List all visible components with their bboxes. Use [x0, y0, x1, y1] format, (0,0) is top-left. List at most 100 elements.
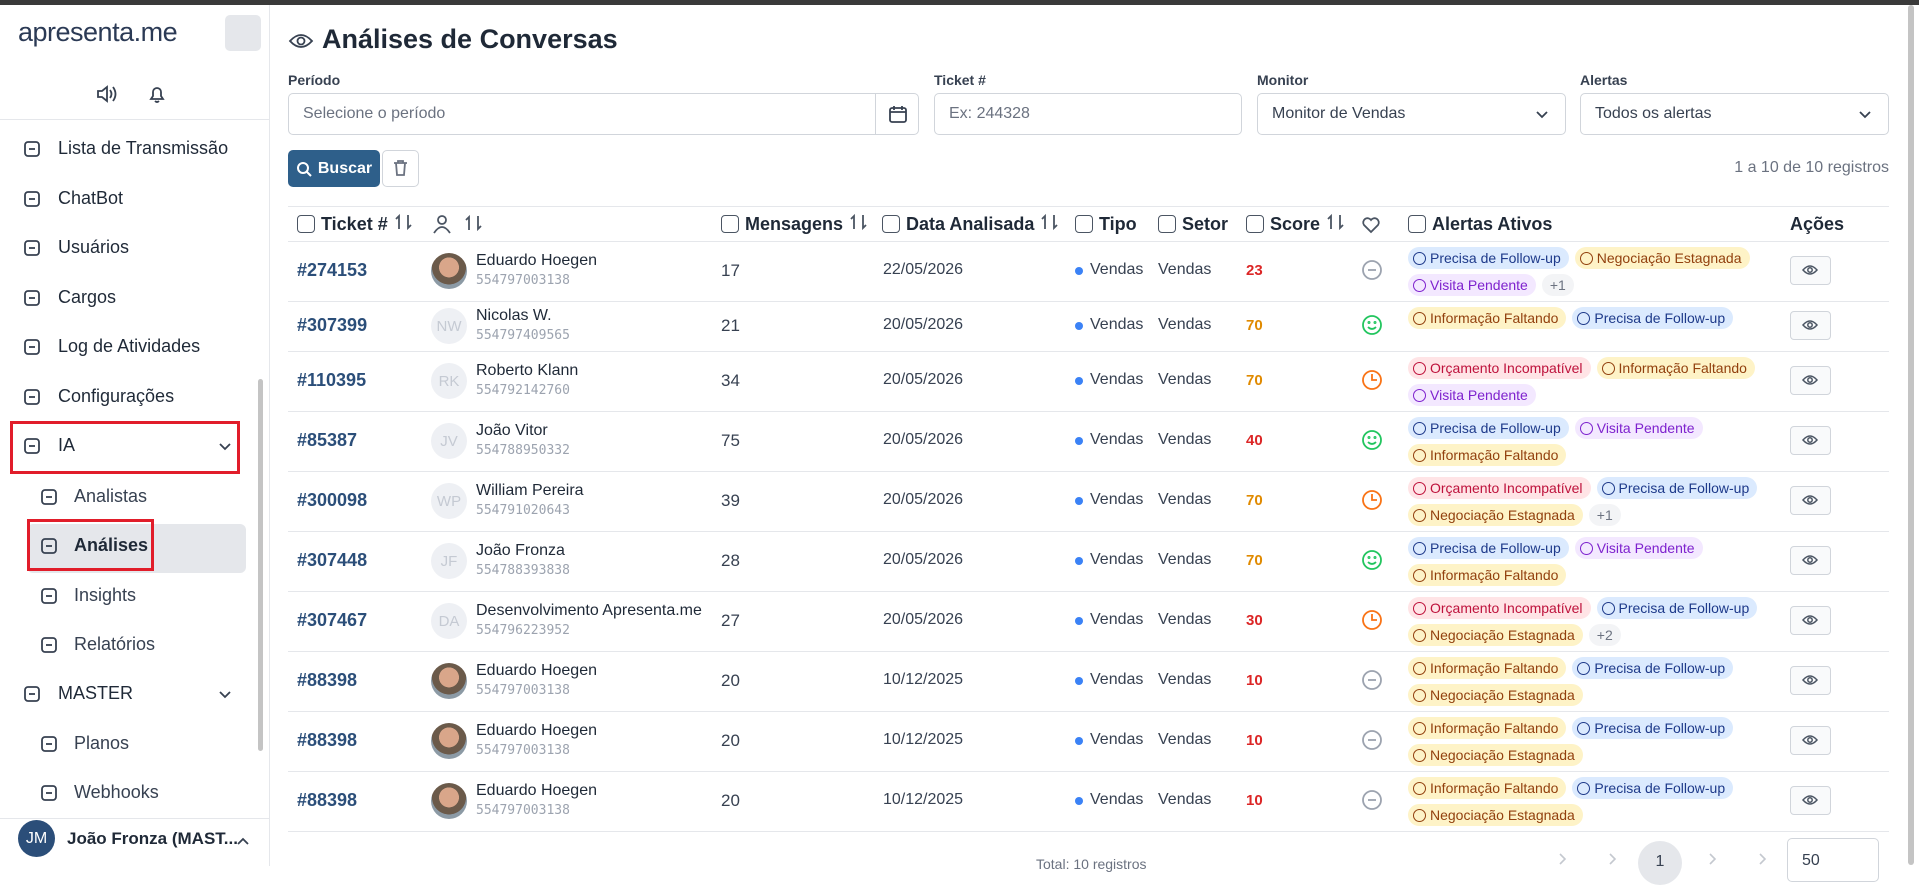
chip-icon — [1413, 421, 1426, 435]
ticket-link[interactable]: #300098 — [297, 490, 368, 510]
total-records: Total: 10 registros — [1036, 856, 1147, 872]
view-button[interactable] — [1790, 546, 1831, 575]
alert-text: Negociação Estagnada — [1430, 507, 1575, 523]
chip-icon — [1601, 481, 1615, 495]
search-button[interactable]: Buscar — [288, 150, 380, 187]
type: Vendas — [1090, 431, 1144, 448]
column-header[interactable]: Mensagens — [721, 211, 869, 237]
bell-icon[interactable] — [146, 83, 168, 105]
eye-icon — [288, 34, 314, 48]
more-chip: +1 — [1588, 504, 1621, 526]
column-header[interactable]: Data Analisada — [882, 211, 1060, 237]
column-header[interactable]: Ações — [1790, 211, 1844, 237]
messages: 20 — [721, 791, 740, 810]
view-button[interactable] — [1790, 786, 1831, 815]
submenu-item[interactable]: Planos — [74, 733, 130, 753]
submenu-item[interactable]: Webhooks — [74, 782, 159, 802]
ticket-link[interactable]: #88398 — [297, 790, 358, 810]
column-header[interactable]: Score — [1246, 211, 1346, 237]
icon — [21, 683, 43, 710]
row-divider — [288, 411, 1889, 412]
contact-phone: 554797003138 — [476, 683, 570, 698]
header-text: Data Analisada — [906, 213, 1035, 234]
filter-input[interactable]: Selecione o período — [288, 93, 919, 135]
alert-chip: Orçamento Incompatível — [1408, 357, 1591, 379]
page-size[interactable]: 50 — [1787, 838, 1879, 882]
view-button[interactable] — [1790, 256, 1831, 285]
sector: Vendas — [1158, 671, 1212, 688]
submenu-item[interactable]: Insights — [74, 585, 137, 605]
alerts: Orçamento Incompatível Precisa de Follow-… — [1408, 477, 1788, 531]
chip-icon — [1601, 361, 1615, 375]
logo[interactable]: apresenta.me — [18, 17, 178, 47]
view-button[interactable] — [1790, 311, 1831, 340]
ticket-link[interactable]: #85387 — [297, 430, 358, 450]
ticket-link[interactable]: #274153 — [297, 260, 368, 280]
submenu-item[interactable]: Relatórios — [74, 634, 156, 654]
alert-text: Visita Pendente — [1430, 387, 1528, 403]
view-button[interactable] — [1790, 366, 1831, 395]
icon — [214, 435, 236, 462]
messages: 20 — [721, 731, 740, 750]
view-button[interactable] — [1790, 486, 1831, 515]
menu-item[interactable]: Usuários — [58, 237, 130, 257]
column-header[interactable]: Setor — [1158, 211, 1228, 237]
header-text: Ticket # — [321, 213, 388, 234]
sound-icon[interactable] — [95, 83, 117, 105]
icon — [1531, 103, 1553, 130]
page-scrollbar — [1908, 5, 1914, 865]
alert-text: Orçamento Incompatível — [1430, 480, 1583, 496]
view-button[interactable] — [1790, 426, 1831, 455]
menu-item[interactable]: Cargos — [58, 287, 117, 307]
ticket-link[interactable]: #88398 — [297, 670, 358, 690]
ticket-link[interactable]: #307448 — [297, 550, 368, 570]
current-page[interactable]: 1 — [1638, 841, 1682, 885]
calendar-button[interactable] — [875, 94, 920, 134]
ticket-link[interactable]: #88398 — [297, 730, 358, 750]
submenu-item[interactable]: Analistas — [74, 486, 148, 506]
menu-item[interactable]: Configurações — [58, 386, 175, 406]
alerts: Orçamento Incompatível Informação Faltand… — [1408, 357, 1788, 411]
user-name[interactable]: João Fronza (MAST... — [67, 829, 238, 848]
menu-item[interactable]: ChatBot — [58, 188, 124, 208]
column-header[interactable]: Alertas Ativos — [1408, 211, 1552, 237]
filter-input[interactable]: Todos os alertas — [1580, 93, 1889, 135]
menu-item[interactable]: IA — [58, 435, 76, 455]
ticket-link[interactable]: #307467 — [297, 610, 368, 630]
pager-button[interactable] — [1753, 852, 1773, 872]
alert-chip: Informação Faltando — [1408, 564, 1567, 586]
score: 10 — [1246, 732, 1263, 749]
view-button[interactable] — [1790, 666, 1831, 695]
menu-item[interactable]: Lista de Transmissão — [58, 138, 229, 158]
alert-chip: Informação Faltando — [1408, 717, 1567, 739]
menu-item[interactable]: Log de Atividades — [58, 336, 201, 356]
alert-chip: Informação Faltando — [1596, 357, 1755, 379]
column-header[interactable]: Ticket # — [297, 211, 414, 237]
submenu-item[interactable]: Análises — [74, 535, 149, 555]
view-button[interactable] — [1790, 726, 1831, 755]
pager-button[interactable] — [1553, 852, 1573, 872]
alert-chip: Negociação Estagnada — [1574, 247, 1750, 269]
date: 10/12/2025 — [883, 671, 964, 688]
chip-icon — [1413, 311, 1426, 325]
user-avatar[interactable]: JM — [18, 820, 55, 857]
sort-icon — [394, 213, 414, 236]
avatar: WP — [431, 483, 467, 519]
ticket-link[interactable]: #307399 — [297, 315, 368, 335]
score: 10 — [1246, 792, 1263, 809]
filter-input[interactable]: Ex: 244328 — [934, 93, 1242, 135]
chip-icon — [1413, 601, 1426, 615]
view-button[interactable] — [1790, 606, 1831, 635]
sector: Vendas — [1158, 261, 1212, 278]
sector: Vendas — [1158, 371, 1212, 388]
column-header[interactable]: Tipo — [1075, 211, 1137, 237]
search-label: Buscar — [317, 159, 373, 177]
pager-button[interactable] — [1603, 852, 1623, 872]
alert-text: Informação Faltando — [1430, 660, 1559, 676]
menu-item[interactable]: MASTER — [58, 683, 134, 703]
pin-button[interactable] — [225, 15, 261, 51]
clear-button[interactable] — [382, 150, 419, 187]
pager-button[interactable] — [1703, 852, 1723, 872]
ticket-link[interactable]: #110395 — [297, 370, 367, 390]
filter-input[interactable]: Monitor de Vendas — [1257, 93, 1566, 135]
